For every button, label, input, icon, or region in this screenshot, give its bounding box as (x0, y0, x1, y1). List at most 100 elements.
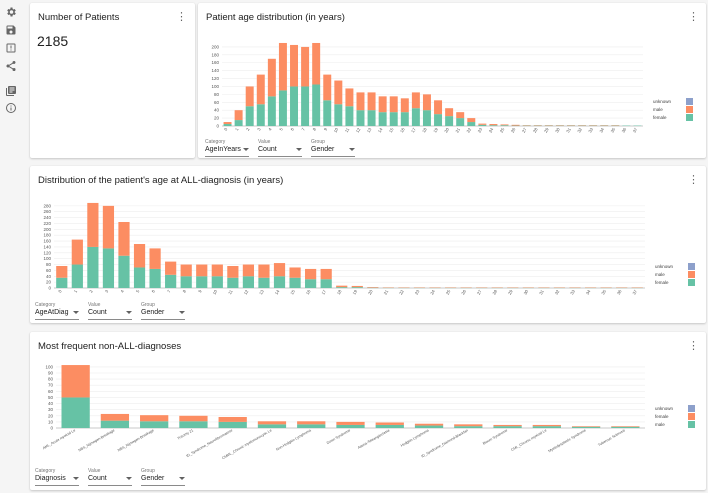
bar-male[interactable] (196, 264, 208, 277)
bar-female[interactable] (140, 415, 169, 422)
bar-male[interactable] (301, 46, 310, 87)
more-menu-icon[interactable]: ⋮ (688, 174, 699, 186)
bar-male[interactable] (351, 285, 363, 288)
bar-male[interactable] (400, 98, 409, 113)
bar-female[interactable] (414, 423, 444, 426)
bar-male[interactable] (242, 264, 255, 277)
bar-male[interactable] (245, 86, 254, 107)
bar-male[interactable] (456, 112, 465, 119)
bar-female[interactable] (305, 279, 317, 288)
bar-female[interactable] (61, 365, 90, 398)
bar-female[interactable] (196, 276, 208, 288)
bar-male[interactable] (345, 88, 354, 107)
bar-male[interactable] (289, 267, 301, 278)
bar-male[interactable] (140, 421, 169, 428)
bar-female[interactable] (478, 124, 487, 126)
bar-female[interactable] (102, 248, 115, 288)
bar-female[interactable] (87, 246, 99, 288)
bar-female[interactable] (223, 124, 232, 126)
bar-female[interactable] (256, 104, 265, 126)
bar-female[interactable] (571, 426, 601, 427)
bar-female[interactable] (149, 268, 161, 288)
bar-male[interactable] (87, 202, 99, 247)
value-select[interactable]: Value Count (88, 302, 132, 324)
bar-female[interactable] (242, 276, 255, 288)
bar-female[interactable] (489, 125, 498, 126)
bar-female[interactable] (278, 90, 287, 126)
bar-female[interactable] (356, 110, 365, 126)
bar-female[interactable] (334, 104, 343, 126)
bar-female[interactable] (290, 86, 299, 126)
bar-male[interactable] (434, 100, 443, 115)
bar-female[interactable] (245, 106, 254, 126)
library-icon[interactable] (5, 85, 17, 97)
bar-female[interactable] (179, 415, 208, 422)
bar-male[interactable] (257, 424, 287, 428)
gear-icon[interactable] (5, 6, 17, 18)
bar-female[interactable] (454, 424, 483, 427)
bar-male[interactable] (218, 421, 247, 428)
bar-female[interactable] (323, 100, 332, 126)
bar-male[interactable] (61, 397, 90, 428)
bar-male[interactable] (256, 74, 265, 105)
bar-male[interactable] (389, 96, 398, 113)
bar-male[interactable] (511, 124, 520, 126)
bar-female[interactable] (297, 421, 326, 425)
bar-female[interactable] (467, 122, 476, 126)
category-select[interactable]: Category AgeAtDiag (35, 302, 79, 324)
bar-female[interactable] (227, 277, 239, 288)
bar-male[interactable] (223, 122, 232, 125)
bar-male[interactable] (305, 268, 317, 280)
bar-male[interactable] (336, 285, 348, 288)
bar-female[interactable] (100, 413, 130, 421)
bar-male[interactable] (211, 264, 223, 277)
bar-female[interactable] (493, 424, 522, 427)
bar-female[interactable] (611, 426, 640, 427)
bar-male[interactable] (489, 124, 498, 126)
bar-female[interactable] (422, 110, 431, 126)
more-menu-icon[interactable]: ⋮ (688, 11, 699, 23)
bar-female[interactable] (336, 287, 348, 288)
bar-male[interactable] (571, 426, 601, 428)
bar-male[interactable] (165, 261, 177, 275)
more-menu-icon[interactable]: ⋮ (688, 340, 699, 352)
group-select[interactable]: Group Gender (311, 139, 355, 161)
bar-male[interactable] (320, 268, 332, 280)
bar-female[interactable] (411, 108, 420, 126)
bar-female[interactable] (456, 118, 465, 126)
bar-male[interactable] (290, 44, 299, 87)
bar-male[interactable] (234, 110, 243, 121)
bar-male[interactable] (367, 287, 379, 288)
bar-female[interactable] (351, 287, 363, 288)
bar-male[interactable] (334, 80, 343, 105)
bar-male[interactable] (454, 426, 483, 428)
bar-male[interactable] (493, 426, 522, 428)
more-menu-icon[interactable]: ⋮ (176, 11, 187, 23)
bar-female[interactable] (336, 421, 365, 425)
bar-male[interactable] (118, 222, 130, 256)
bar-male[interactable] (532, 426, 561, 428)
bar-female[interactable] (273, 276, 286, 288)
bar-male[interactable] (500, 124, 509, 126)
bar-female[interactable] (289, 277, 301, 288)
value-select[interactable]: Value Count (258, 139, 302, 161)
bar-male[interactable] (356, 92, 365, 111)
bar-male[interactable] (273, 263, 286, 277)
share-icon[interactable] (5, 60, 17, 72)
bar-male[interactable] (100, 420, 130, 428)
bar-male[interactable] (179, 421, 208, 428)
bar-male[interactable] (478, 123, 487, 125)
bar-male[interactable] (611, 426, 640, 428)
bar-female[interactable] (367, 110, 376, 126)
bar-male[interactable] (414, 425, 444, 428)
bar-male[interactable] (102, 205, 115, 249)
bar-female[interactable] (445, 116, 454, 126)
value-select[interactable]: Value Count (88, 468, 132, 490)
bar-male[interactable] (267, 58, 276, 97)
bar-female[interactable] (500, 125, 509, 126)
bar-female[interactable] (434, 114, 443, 126)
bar-male[interactable] (422, 94, 431, 111)
bar-male[interactable] (297, 424, 326, 428)
group-select[interactable]: Group Gender (141, 468, 185, 490)
bar-male[interactable] (323, 74, 332, 101)
